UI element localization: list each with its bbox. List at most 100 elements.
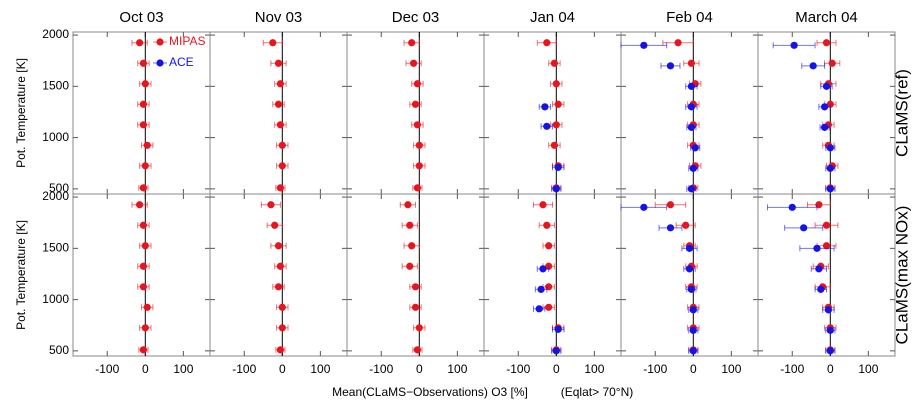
x-tick-label: 100	[721, 362, 741, 376]
data-point	[406, 221, 414, 229]
x-tick-label: 100	[584, 362, 604, 376]
data-point	[276, 184, 285, 192]
y-tick-label: 2000	[42, 27, 69, 41]
data-point	[278, 141, 286, 149]
data-point	[139, 59, 148, 67]
data-point	[809, 62, 817, 70]
data-point	[687, 185, 696, 193]
data-point	[278, 303, 286, 311]
x-tick-label: -100	[643, 362, 667, 376]
x-tick-label: 100	[858, 362, 878, 376]
data-point	[411, 303, 420, 311]
x-tick-label: 100	[447, 362, 467, 376]
data-point	[689, 347, 697, 355]
data-point	[415, 324, 423, 332]
data-point	[274, 242, 283, 250]
data-point	[271, 221, 279, 229]
panel-frame	[757, 31, 896, 195]
legend-label: ACE	[169, 55, 194, 69]
x-tick-label: 0	[142, 362, 149, 376]
x-axis-label: Mean(CLaMS−Observations) O3 [%]	[332, 385, 528, 399]
panel-title: Jan 04	[530, 9, 575, 26]
y-tick-label: 2000	[42, 189, 69, 203]
data-point	[411, 100, 420, 108]
data-point	[545, 242, 553, 250]
x-axis-note: (Eqlat> 70°N)	[561, 385, 634, 399]
row-label: CLaMS(max NOx)	[892, 206, 911, 345]
row-label: CLaMS(ref)	[892, 69, 911, 157]
data-point	[822, 221, 831, 229]
legend-marker	[156, 59, 164, 67]
data-point	[413, 121, 422, 129]
data-point	[267, 201, 275, 209]
panel-title: Feb 04	[666, 9, 713, 26]
data-point	[545, 303, 553, 311]
data-point	[139, 283, 148, 291]
data-point	[141, 162, 149, 170]
data-point	[687, 59, 696, 67]
data-point	[552, 80, 560, 88]
data-point	[141, 324, 149, 332]
data-point	[276, 80, 285, 88]
data-point	[543, 122, 551, 130]
data-point	[682, 221, 690, 229]
data-point	[666, 201, 675, 209]
data-point	[826, 144, 834, 152]
panel-frame	[72, 193, 211, 357]
data-point	[413, 80, 422, 88]
data-point	[409, 59, 418, 67]
x-tick-label: 0	[416, 362, 423, 376]
data-point	[141, 242, 149, 250]
data-point	[689, 326, 697, 334]
data-point	[413, 346, 422, 354]
data-point	[276, 346, 285, 354]
data-point	[408, 39, 416, 47]
data-point	[143, 141, 151, 149]
data-point	[689, 306, 697, 314]
y-tick-label: 1500	[42, 79, 69, 93]
y-axis-label: Pot. Temperature [K]	[14, 220, 28, 330]
data-point	[687, 103, 696, 111]
data-point	[139, 346, 148, 354]
panel-frame	[209, 193, 348, 357]
data-point	[815, 265, 823, 273]
data-point	[687, 82, 696, 90]
data-point	[554, 163, 562, 171]
data-point	[413, 184, 422, 192]
data-point	[828, 59, 836, 67]
data-point	[550, 141, 559, 149]
data-point	[415, 162, 423, 170]
x-tick-label: 0	[827, 362, 834, 376]
data-point	[552, 347, 560, 355]
data-point	[135, 39, 144, 47]
data-point	[278, 324, 286, 332]
data-point	[408, 242, 416, 250]
data-point	[554, 100, 562, 108]
y-tick-label: 500	[49, 343, 69, 357]
y-axis-label: Pot. Temperature [K]	[14, 58, 28, 168]
data-point	[640, 41, 648, 49]
data-point	[539, 201, 547, 209]
panel-frame	[209, 31, 348, 195]
data-point	[554, 325, 562, 333]
data-point	[143, 303, 151, 311]
y-tick-label: 1500	[42, 241, 69, 255]
data-point	[674, 39, 682, 47]
data-point	[404, 201, 412, 209]
data-point	[689, 164, 697, 172]
data-point	[687, 285, 696, 293]
data-point	[666, 62, 675, 70]
data-point	[824, 306, 833, 314]
x-tick-label: 0	[690, 362, 697, 376]
panel-title: Nov 03	[255, 9, 303, 26]
y-tick-label: 1000	[42, 130, 69, 144]
data-point	[826, 347, 834, 355]
data-point	[826, 185, 834, 193]
panel-title: March 04	[795, 9, 858, 26]
legend-marker	[156, 38, 164, 46]
data-point	[541, 103, 549, 111]
data-point	[274, 100, 283, 108]
panel-frame	[757, 193, 896, 357]
data-point	[274, 283, 283, 291]
